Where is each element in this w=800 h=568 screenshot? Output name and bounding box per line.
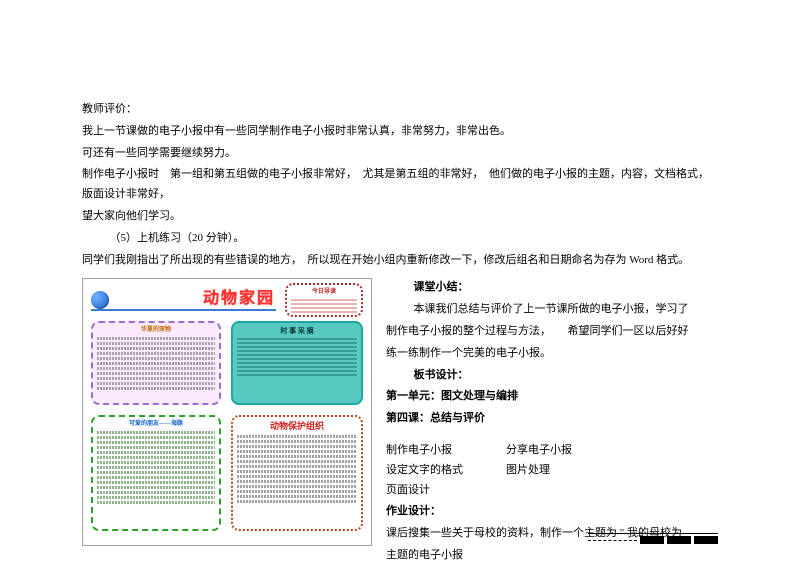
- globe-icon: [91, 291, 109, 309]
- thumb-green-box: 可爱的朋友——海豚: [91, 415, 221, 531]
- bold-line: 第四课：总结与评价: [386, 409, 718, 429]
- bold-line: 第一单元：图文处理与编排: [386, 387, 718, 407]
- footer-block-icon: [640, 536, 664, 544]
- summary-panel: 课堂小结： 本课我们总结与评价了上一节课所做的电子小报，学习了 制作电子小报的整…: [386, 278, 718, 567]
- text-line: 练一练制作一个完美的电子小报。: [386, 344, 718, 364]
- intro-line: 教师评价：: [82, 100, 718, 120]
- text-line: 制作电子小报的整个过程与方法， 希望同学们一区以后好好: [386, 322, 718, 342]
- teacher-evaluation: 教师评价： 我上一节课做的电子小报中有一些同学制作电子小报时非常认真，非常努力，…: [82, 100, 718, 270]
- col-item: 制作电子小报: [386, 441, 506, 461]
- box-heading: 可爱的朋友——海豚: [97, 421, 215, 429]
- box-heading: 时 事 采 摘: [237, 327, 357, 336]
- intro-line: 可还有一些同学需要继续努力。: [82, 144, 718, 164]
- newsletter-thumbnail: 动物家园 今日导读 华夏的宠物 时 事 采 摘: [82, 278, 372, 546]
- thumb-teal-box: 时 事 采 摘: [231, 321, 363, 405]
- intro-line: 制作电子小报时 第一组和第五组做的电子小报非常好， 尤其是第五组的非常好， 他们…: [82, 165, 718, 205]
- col-item: 设定文字的格式: [386, 461, 506, 481]
- intro-line: （5）上机练习（20 分钟）。: [82, 229, 718, 249]
- section-heading: 作业设计：: [386, 502, 718, 522]
- divider-line: [91, 309, 276, 311]
- text-line: 本课我们总结与评价了上一节课所做的电子小报，学习了: [386, 300, 718, 320]
- intro-line: 我上一节课做的电子小报中有一些同学制作电子小报时非常认真，非常努力，非常出色。: [82, 122, 718, 142]
- box-heading: 华夏的宠物: [97, 327, 215, 335]
- thumb-orange-box: 动物保护组织: [231, 415, 363, 531]
- thumb-purple-box: 华夏的宠物: [91, 321, 221, 405]
- col-item: 分享电子小报: [506, 441, 626, 461]
- section-heading: 课堂小结：: [386, 278, 718, 298]
- box-heading: 今日导读: [291, 289, 357, 297]
- footer-mark: [588, 533, 718, 548]
- box-heading: 动物保护组织: [237, 421, 357, 433]
- text-line: 页面设计: [386, 481, 718, 501]
- footer-block-icon: [667, 536, 691, 544]
- thumb-red-box: 今日导读: [285, 283, 363, 317]
- section-heading: 板书设计：: [386, 366, 718, 386]
- col-item: 图片处理: [506, 461, 626, 481]
- intro-line: 同学们我刚指出了所出现的有些错误的地方， 所以现在开始小组内重新修改一下，修改后…: [82, 251, 718, 271]
- footer-block-icon: [694, 536, 718, 544]
- text-line: 主题的电子小报: [386, 546, 718, 566]
- intro-line: 望大家向他们学习。: [82, 207, 718, 227]
